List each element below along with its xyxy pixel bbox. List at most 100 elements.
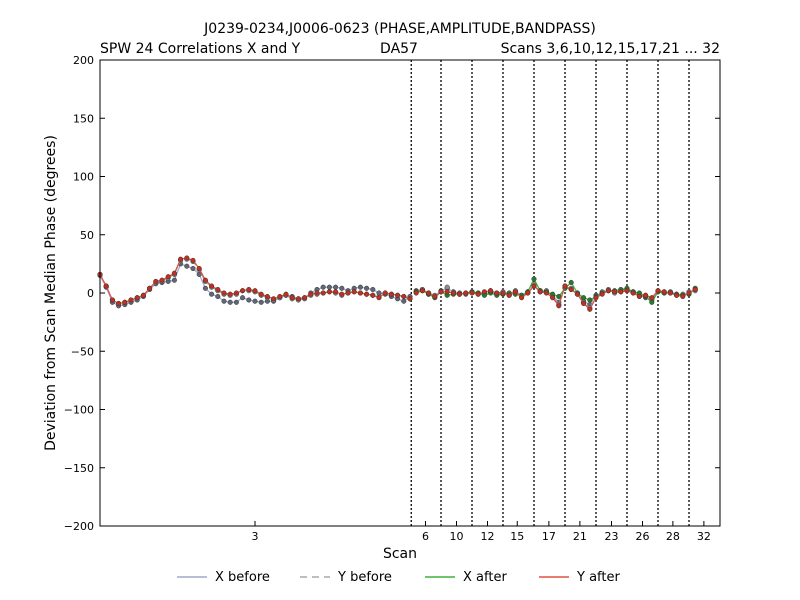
data-point-3-1-5 — [444, 289, 450, 295]
data-point-3-0-20 — [221, 290, 227, 296]
legend-label-3: Y after — [576, 570, 620, 585]
data-point-2-0-25 — [568, 279, 574, 286]
data-point-3-0-40 — [345, 290, 351, 296]
data-point-3-1-10 — [475, 291, 481, 297]
y-tick-label-6: −100 — [64, 404, 94, 417]
data-point-0-0-20 — [221, 298, 227, 304]
data-point-3-0-46 — [382, 290, 388, 296]
y-tick-label-8: −200 — [64, 520, 94, 533]
data-point-3-1-36 — [636, 293, 642, 300]
data-point-3-0-3 — [116, 300, 122, 307]
data-point-3-0-18 — [209, 283, 215, 289]
data-point-3-0-11 — [165, 274, 171, 280]
data-point-2-0-19 — [531, 276, 537, 282]
data-point-3-1-8 — [463, 290, 469, 296]
series-line-3-0 — [99, 257, 411, 305]
chart-subtitle-center: DA57 — [380, 41, 418, 57]
data-point-3-0-49 — [401, 293, 407, 300]
y-tick-label-7: −150 — [64, 462, 94, 475]
legend-label-2: X after — [463, 570, 507, 585]
chart-title: J0239-0234,J0006-0623 (PHASE,AMPLITUDE,B… — [203, 21, 596, 37]
data-point-3-1-40 — [661, 289, 667, 295]
legend-label-1: Y before — [337, 570, 392, 585]
series-line-1-0 — [99, 258, 411, 305]
series-line-3-1 — [415, 285, 696, 311]
chart-subtitle-right: Scans 3,6,10,12,15,17,21 ... 32 — [501, 41, 720, 57]
axes: 200 150 100 50 0 −50 −100 −150 −200 3 6 10 12 15 17 21 2… — [64, 54, 720, 543]
x-tick-label-2: 10 — [450, 530, 464, 543]
x-tick-label-0: 3 — [252, 530, 259, 543]
data-point-3-0-42 — [357, 290, 363, 296]
data-point-0-0-24 — [246, 297, 252, 303]
data-point-3-0-36 — [320, 290, 326, 296]
data-point-3-0-8 — [147, 285, 153, 291]
data-point-3-0-17 — [202, 277, 208, 283]
data-point-3-0-1 — [103, 283, 109, 289]
data-point-3-1-41 — [667, 290, 673, 296]
data-point-3-0-22 — [233, 290, 239, 296]
data-point-3-1-29 — [593, 295, 599, 301]
data-point-3-0-6 — [134, 295, 140, 301]
data-point-3-1-14 — [500, 290, 506, 296]
data-point-3-0-2 — [109, 297, 115, 303]
data-point-0-0-15 — [190, 265, 196, 272]
data-point-3-1-31 — [605, 288, 611, 294]
data-point-2-0-38 — [649, 299, 655, 305]
data-point-3-0-45 — [376, 295, 382, 301]
y-tick-label-1: 150 — [73, 112, 94, 125]
data-point-3-1-34 — [624, 288, 630, 294]
data-point-3-0-26 — [258, 291, 264, 297]
data-point-3-1-38 — [649, 295, 655, 301]
legend-label-0: X before — [215, 570, 270, 585]
data-point-3-0-39 — [339, 291, 345, 297]
data-point-0-0-38 — [333, 284, 339, 290]
data-point-0-0-49 — [401, 298, 407, 304]
data-point-0-0-17 — [202, 285, 208, 291]
x-tick-label-1: 6 — [422, 530, 429, 543]
data-point-3-0-34 — [308, 291, 314, 297]
data-point-3-1-15 — [506, 292, 512, 298]
x-tick-label-6: 21 — [573, 530, 587, 543]
data-point-3-1-44 — [686, 290, 692, 296]
data-point-0-0-23 — [240, 295, 246, 301]
data-point-3-1-18 — [525, 290, 531, 296]
data-point-3-1-37 — [643, 292, 649, 298]
data-point-3-0-41 — [351, 289, 357, 295]
data-point-3-0-38 — [333, 289, 339, 295]
data-point-3-0-27 — [264, 293, 270, 300]
x-tick-label-9: 28 — [666, 530, 680, 543]
y-axis-label: Deviation from Scan Median Phase (degree… — [43, 135, 59, 451]
data-point-3-1-43 — [680, 293, 686, 300]
data-point-0-0-22 — [233, 299, 239, 305]
data-point-3-0-47 — [388, 291, 394, 297]
x-tick-label-5: 17 — [542, 530, 556, 543]
data-point-3-0-19 — [215, 286, 221, 293]
data-point-3-1-9 — [469, 290, 475, 296]
data-point-0-0-43 — [364, 285, 370, 291]
data-point-3-1-3 — [432, 293, 438, 300]
data-point-3-1-45 — [692, 286, 698, 293]
data-point-3-1-13 — [494, 290, 500, 296]
data-point-3-1-23 — [556, 303, 562, 309]
data-point-3-0-29 — [277, 293, 283, 300]
data-point-3-1-30 — [599, 291, 605, 297]
y-tick-label-2: 100 — [73, 171, 94, 184]
data-point-0-0-44 — [370, 286, 376, 293]
data-point-0-0-42 — [357, 284, 363, 290]
data-point-3-1-22 — [550, 295, 556, 301]
data-point-0-0-18 — [209, 291, 215, 297]
y-tick-label-3: 50 — [80, 229, 94, 242]
data-point-3-1-21 — [543, 290, 549, 296]
data-point-3-1-20 — [537, 289, 543, 295]
data-point-0-0-21 — [227, 299, 233, 305]
data-point-3-1-35 — [630, 290, 636, 296]
x-tick-label-4: 15 — [510, 530, 524, 543]
data-point-3-0-33 — [302, 295, 308, 301]
data-point-3-0-43 — [364, 291, 370, 297]
data-point-0-0-12 — [171, 277, 177, 283]
data-point-3-1-16 — [512, 289, 518, 295]
data-point-3-0-37 — [326, 289, 332, 295]
data-point-3-0-24 — [246, 286, 252, 293]
data-point-3-0-32 — [295, 296, 301, 302]
data-point-1-1-5 — [444, 284, 450, 290]
